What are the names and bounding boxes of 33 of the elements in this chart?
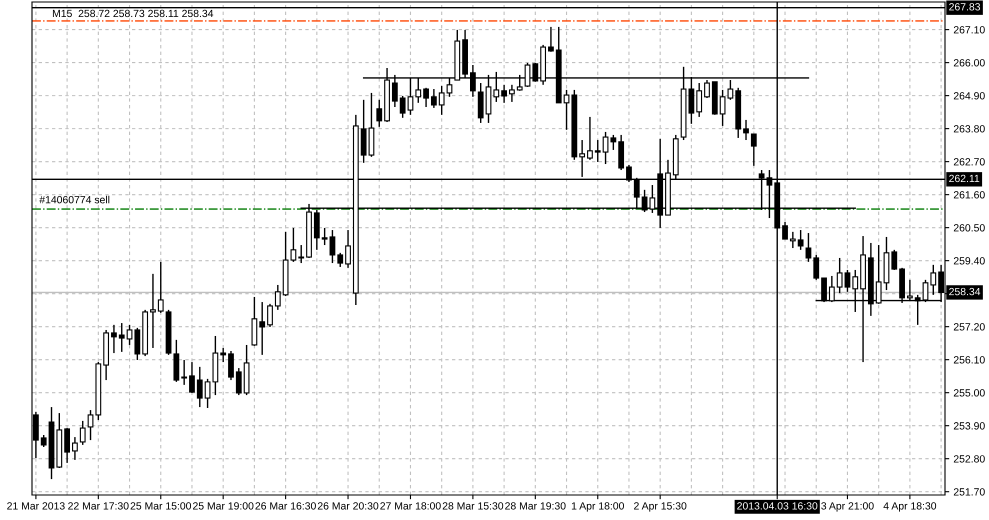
x-tick-label: 2013.04.03 16:30: [737, 502, 818, 510]
x-tick-label: 2 Apr 15:30: [634, 502, 686, 512]
x-tick-label: 26 Mar 16:30: [255, 502, 316, 510]
y-tick-label: 261.60: [954, 191, 985, 199]
y-tick-label: 266.00: [954, 59, 985, 66]
y-tick-label: 262.70: [954, 158, 985, 166]
y-tick-label: 256.10: [954, 356, 985, 364]
y-tick-label: 255.00: [954, 389, 985, 397]
x-tick-label: 4 Apr 18:30: [883, 502, 936, 512]
x-tick-label: 25 Mar 19:00: [193, 502, 254, 510]
y-tick-label: 264.90: [954, 92, 985, 100]
ref-line-label: 258.34: [949, 288, 980, 296]
x-tick-label: 27 Mar 18:00: [380, 502, 441, 510]
x-tick-label: 22 Mar 17:30: [68, 502, 129, 510]
ref-line-label: 267.83: [949, 3, 980, 10]
y-tick-label: 257.20: [954, 323, 985, 331]
x-tick-label: 1 Apr 18:00: [572, 502, 624, 512]
y-tick-label: 263.80: [954, 125, 985, 133]
x-tick-label: 28 Mar 15:30: [442, 502, 504, 510]
y-tick-label: 259.40: [954, 257, 985, 265]
y-tick-label: 252.80: [954, 455, 985, 463]
x-tick-label: 28 Mar 19:30: [505, 502, 566, 510]
x-tick-label: 25 Mar 15:00: [130, 502, 192, 510]
x-tick-label: 3 Apr 21:00: [821, 502, 874, 512]
y-tick-label: 260.50: [954, 224, 985, 232]
y-tick-label: 251.70: [954, 488, 985, 496]
ref-line-label: #14060774 sell: [39, 196, 110, 204]
annotation: M15 258.72 258.73 258.11 258.34: [52, 10, 214, 18]
x-tick-label: 21 Mar 2013: [7, 502, 65, 510]
y-tick-label: 267.10: [954, 26, 985, 34]
y-tick-label: 253.90: [954, 422, 985, 430]
x-tick-label: 26 Mar 20:30: [318, 502, 378, 510]
ref-line-label: 262.11: [949, 174, 980, 182]
